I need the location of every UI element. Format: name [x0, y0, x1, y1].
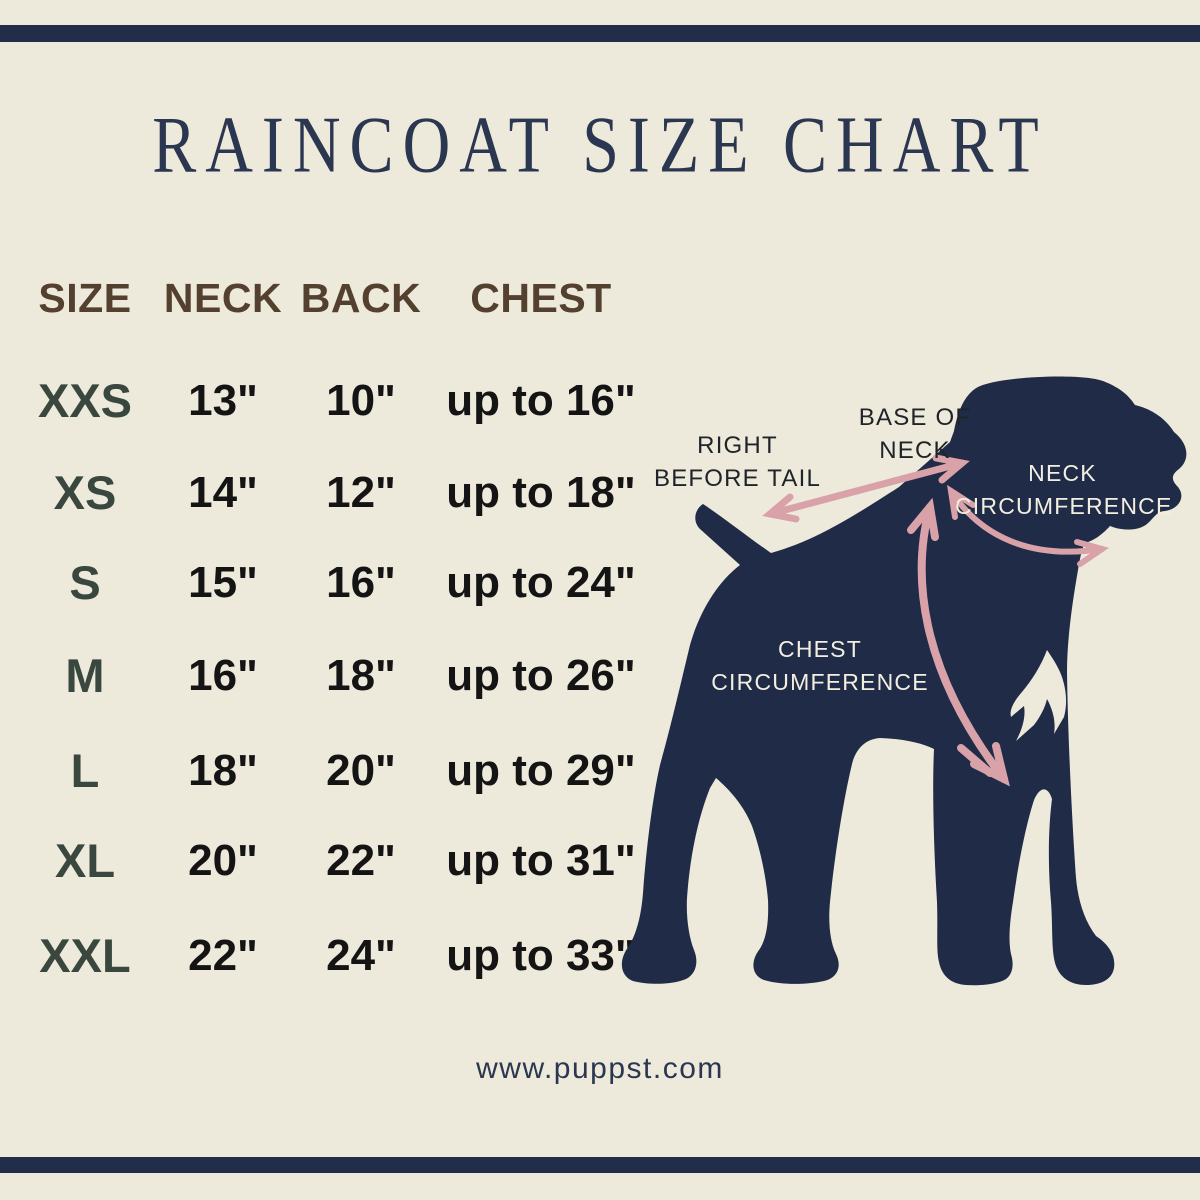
back-value: 10" — [326, 376, 396, 425]
chest-value: up to 24" — [446, 558, 636, 607]
size-value: L — [70, 744, 100, 797]
size-value: S — [69, 556, 101, 609]
back-value: 16" — [326, 558, 396, 607]
label-neck-circumference: NECK CIRCUMFERENCE — [955, 460, 1173, 519]
column-header-back: BACK — [300, 275, 422, 321]
size-value: XXS — [37, 374, 133, 427]
leg-highlight-shape — [1010, 650, 1067, 741]
chest-value: up to 33" — [446, 931, 636, 980]
dog-silhouette — [621, 376, 1187, 986]
neck-circumference-arrow — [947, 484, 1110, 567]
neck-value: 13" — [188, 376, 258, 425]
neck-value: 14" — [188, 468, 258, 517]
neck-value: 18" — [188, 746, 258, 795]
top-accent-bar — [0, 25, 1200, 42]
column-header-chest: CHEST — [470, 275, 612, 321]
size-value: XS — [53, 466, 117, 519]
back-length-arrow — [762, 454, 970, 523]
column-header-size: SIZE — [38, 275, 132, 321]
chest-value: up to 26" — [446, 651, 636, 700]
back-value: 24" — [326, 931, 396, 980]
label-base-of-neck: BASE OF NECK — [858, 404, 972, 464]
back-value: 22" — [326, 836, 396, 885]
back-value: 12" — [326, 468, 396, 517]
bottom-accent-bar — [0, 1157, 1200, 1173]
website-url: www.puppst.com — [476, 1052, 724, 1085]
back-value: 18" — [326, 651, 396, 700]
chest-value: up to 18" — [446, 468, 636, 517]
chest-circumference-arrow — [907, 497, 1010, 787]
neck-value: 22" — [188, 931, 258, 980]
column-header-neck: NECK — [163, 275, 283, 321]
back-value: 20" — [326, 746, 396, 795]
neck-value: 16" — [188, 651, 258, 700]
label-right-before-tail: RIGHT BEFORE TAIL — [653, 432, 822, 492]
page-title: RAINCOAT SIZE CHART — [152, 100, 1048, 190]
neck-value: 15" — [188, 558, 258, 607]
size-value: M — [65, 649, 105, 702]
chest-value: up to 31" — [446, 836, 636, 885]
neck-value: 20" — [188, 836, 258, 885]
size-value: XXL — [39, 929, 131, 982]
chest-value: up to 29" — [446, 746, 636, 795]
label-chest-circumference: CHEST CIRCUMFERENCE — [711, 636, 929, 695]
chest-value: up to 16" — [446, 376, 636, 425]
size-value: XL — [54, 834, 116, 887]
